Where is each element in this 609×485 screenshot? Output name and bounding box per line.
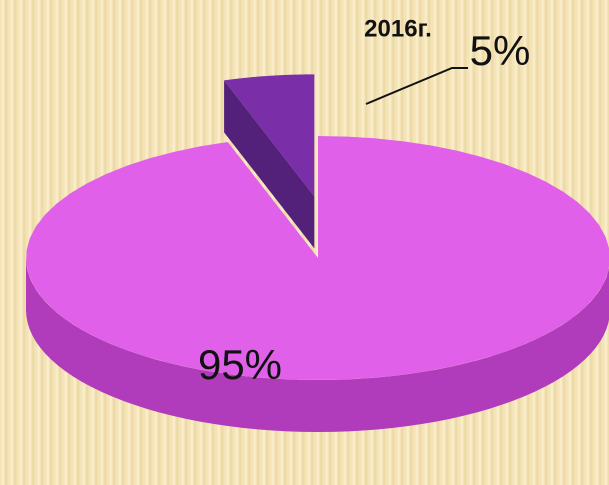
pie	[26, 74, 609, 432]
slice	[224, 74, 315, 197]
slice	[26, 136, 609, 380]
slice-side	[26, 258, 609, 432]
chart-title: 2016г.	[364, 15, 432, 42]
value-label: 95%	[198, 341, 282, 388]
leader-line	[365, 67, 468, 105]
slice-side	[224, 80, 315, 249]
value-label: 5%	[470, 27, 531, 74]
